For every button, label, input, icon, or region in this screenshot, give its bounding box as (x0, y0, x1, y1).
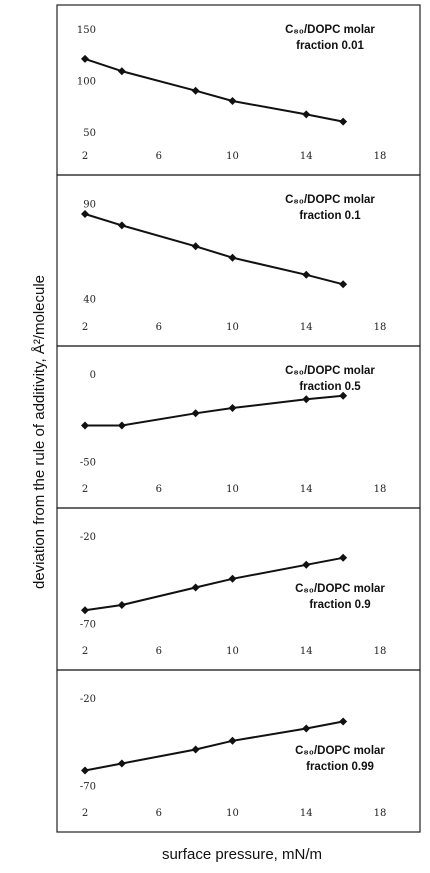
x-tick-label: 10 (226, 646, 239, 657)
data-point-marker (191, 583, 200, 592)
x-tick-label: 6 (156, 322, 162, 333)
y-axis-label: deviation from the rule of additivity, Å… (31, 275, 48, 589)
series-annotation-line2: fraction 0.9 (309, 599, 370, 611)
y-tick-label: -50 (80, 457, 96, 468)
x-tick-label: 18 (374, 484, 387, 495)
y-tick-label: -20 (80, 532, 96, 543)
data-point-marker (81, 421, 89, 430)
x-tick-label: 6 (156, 646, 162, 657)
y-tick-label: 150 (77, 25, 96, 36)
data-point-marker (228, 574, 237, 583)
data-point-marker (339, 117, 348, 126)
x-tick-label: 10 (226, 151, 239, 162)
y-tick-label: 50 (83, 128, 96, 139)
data-point-marker (191, 409, 200, 418)
data-point-marker (81, 766, 89, 775)
data-point-marker (81, 54, 89, 63)
data-point-marker (81, 606, 89, 615)
x-tick-label: 10 (226, 322, 239, 333)
x-tick-label: 2 (82, 484, 88, 495)
chart-panel-5: 2 6 10 14 18 -70 -20 C₈₀/DOPC molar fraction 0.9… (56, 669, 421, 833)
x-tick-label: 2 (82, 322, 88, 333)
data-point-marker (302, 724, 311, 733)
x-tick-label: 14 (300, 151, 313, 162)
y-tick-label: -70 (80, 781, 96, 792)
x-tick-label: 18 (374, 151, 387, 162)
x-tick-label: 14 (300, 484, 313, 495)
y-tick-label: 0 (90, 370, 96, 381)
x-tick-label: 14 (300, 646, 313, 657)
data-point-marker (117, 67, 126, 76)
x-tick-label: 18 (374, 808, 387, 819)
data-point-marker (302, 395, 311, 404)
y-tick-label: 40 (83, 295, 96, 306)
series-annotation-line1: C₈₀/DOPC molar (285, 194, 375, 206)
series-line (84, 213, 344, 286)
x-tick-label: 2 (82, 808, 88, 819)
data-point-marker (302, 110, 311, 119)
x-tick-label: 10 (226, 484, 239, 495)
data-point-marker (191, 745, 200, 754)
series-annotation-line2: fraction 0.5 (299, 381, 361, 393)
x-tick-label: 10 (226, 808, 239, 819)
panel-frame (56, 669, 421, 833)
series-line (84, 57, 344, 123)
x-tick-label: 6 (156, 808, 162, 819)
data-point-marker (191, 242, 200, 251)
data-point-marker (339, 280, 348, 289)
data-point-marker (228, 253, 237, 262)
series-line (85, 394, 344, 427)
data-point-marker (117, 759, 126, 768)
data-point-marker (228, 404, 237, 412)
series-annotation-line2: fraction 0.1 (299, 210, 361, 222)
series-annotation-line2: fraction 0.01 (296, 40, 364, 52)
data-point-marker (228, 736, 237, 745)
chart-panel-3: 2 6 10 14 18 -50 0 C₈₀/DOPC molar fraction 0.5 (56, 345, 421, 509)
data-point-marker (302, 560, 311, 569)
series-annotation-line1: C₈₀/DOPC molar (295, 745, 385, 757)
series-annotation-line1: C₈₀/DOPC molar (295, 583, 385, 595)
data-point-marker (339, 391, 348, 400)
y-tick-label: 90 (83, 200, 96, 211)
y-tick-label: 100 (77, 77, 96, 88)
y-tick-label: -70 (80, 619, 96, 630)
chart-panel-2: 2 6 10 14 18 40 90 C₈₀/DOPC molar fraction 0.1 (56, 174, 421, 347)
chart-panel-1: 2 6 10 14 18 50 100 150 C₈₀/DOPC molar fraction 0… (56, 4, 421, 176)
chart-panel-4: 2 6 10 14 18 -70 -20 C₈₀/DOPC molar fraction 0.9 (56, 507, 421, 671)
data-point-marker (302, 270, 311, 279)
x-tick-label: 2 (82, 646, 88, 657)
x-tick-label: 6 (156, 151, 162, 162)
data-point-marker (81, 210, 89, 218)
series-line (84, 556, 344, 612)
series-annotation-line1: C₈₀/DOPC molar (285, 365, 375, 377)
x-tick-label: 6 (156, 484, 162, 495)
data-point-marker (191, 86, 200, 95)
x-tick-label: 14 (300, 322, 313, 333)
series-annotation-line2: fraction 0.99 (306, 761, 374, 773)
series-line (84, 720, 344, 772)
data-point-marker (339, 553, 348, 562)
data-point-marker (228, 97, 237, 106)
x-tick-label: 18 (374, 646, 387, 657)
data-point-marker (117, 421, 126, 430)
data-point-marker (117, 601, 126, 609)
x-tick-label: 18 (374, 322, 387, 333)
x-tick-label: 14 (300, 808, 313, 819)
data-point-marker (339, 717, 348, 726)
x-tick-label: 2 (82, 151, 88, 162)
y-tick-label: -20 (80, 694, 96, 705)
data-point-marker (117, 221, 126, 230)
series-annotation-line1: C₈₀/DOPC molar (285, 24, 375, 36)
x-axis-label: surface pressure, mN/m (162, 846, 322, 863)
